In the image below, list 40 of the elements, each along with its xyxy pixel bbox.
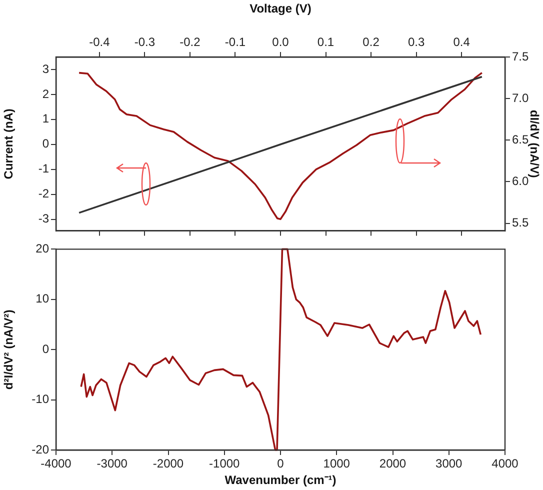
y2-tick-label: 6.5: [512, 132, 530, 146]
x-tick-label: 2000: [379, 456, 406, 471]
y-tick-label: 20: [36, 242, 50, 256]
x-tick-label: 0.2: [362, 35, 380, 50]
y-tick-label: -20: [32, 442, 50, 456]
y-tick-label: 0: [42, 136, 50, 151]
x-tick-label: -3000: [96, 456, 128, 471]
y-tick-label: 1: [42, 112, 50, 126]
x-tick-label: 4000: [492, 456, 519, 471]
x-tick-label: 1000: [323, 456, 350, 471]
x-tick-label: 0.1: [317, 35, 334, 50]
y-tick-label: 2: [42, 86, 50, 101]
y-tick-label: -2: [38, 186, 50, 201]
x-axis-title: Voltage (V): [250, 2, 312, 16]
x-tick-label: -0.4: [89, 35, 110, 50]
x-tick-label: -0.3: [134, 35, 156, 50]
x-tick-label: 0: [277, 456, 284, 471]
x-tick-label: 0.0: [272, 35, 290, 50]
x-tick-label: 3000: [436, 456, 463, 471]
x-tick-label: -1000: [209, 456, 240, 471]
y2-tick-label: 6.0: [512, 174, 530, 188]
x-tick-label: 0.4: [453, 35, 470, 50]
y-axis-title: Current (nA): [2, 108, 16, 180]
x-tick-label: -2000: [152, 456, 184, 471]
y2-axis-title: dI/dV (nA/V): [527, 110, 542, 178]
x-tick-label: -0.2: [180, 35, 201, 50]
y-tick-label: -3: [38, 212, 50, 226]
y-tick-label: -10: [32, 392, 50, 406]
y2-tick-label: 7.0: [512, 90, 530, 105]
y-tick-label: 3: [42, 62, 50, 76]
x-tick-label: -0.1: [224, 35, 246, 50]
y-tick-label: -1: [38, 162, 50, 176]
y-tick-label: 10: [36, 292, 50, 306]
x-tick-label: 0.3: [408, 35, 425, 50]
y-axis-title: d²I/dV² (nA/V²): [2, 310, 16, 390]
x-axis-title: Wavenumber (cm⁻¹): [224, 473, 336, 488]
x-tick-label: -4000: [40, 456, 72, 471]
y2-tick-label: 7.5: [512, 49, 530, 64]
y-tick-label: 0: [42, 342, 50, 356]
y2-tick-label: 5.5: [512, 216, 530, 230]
